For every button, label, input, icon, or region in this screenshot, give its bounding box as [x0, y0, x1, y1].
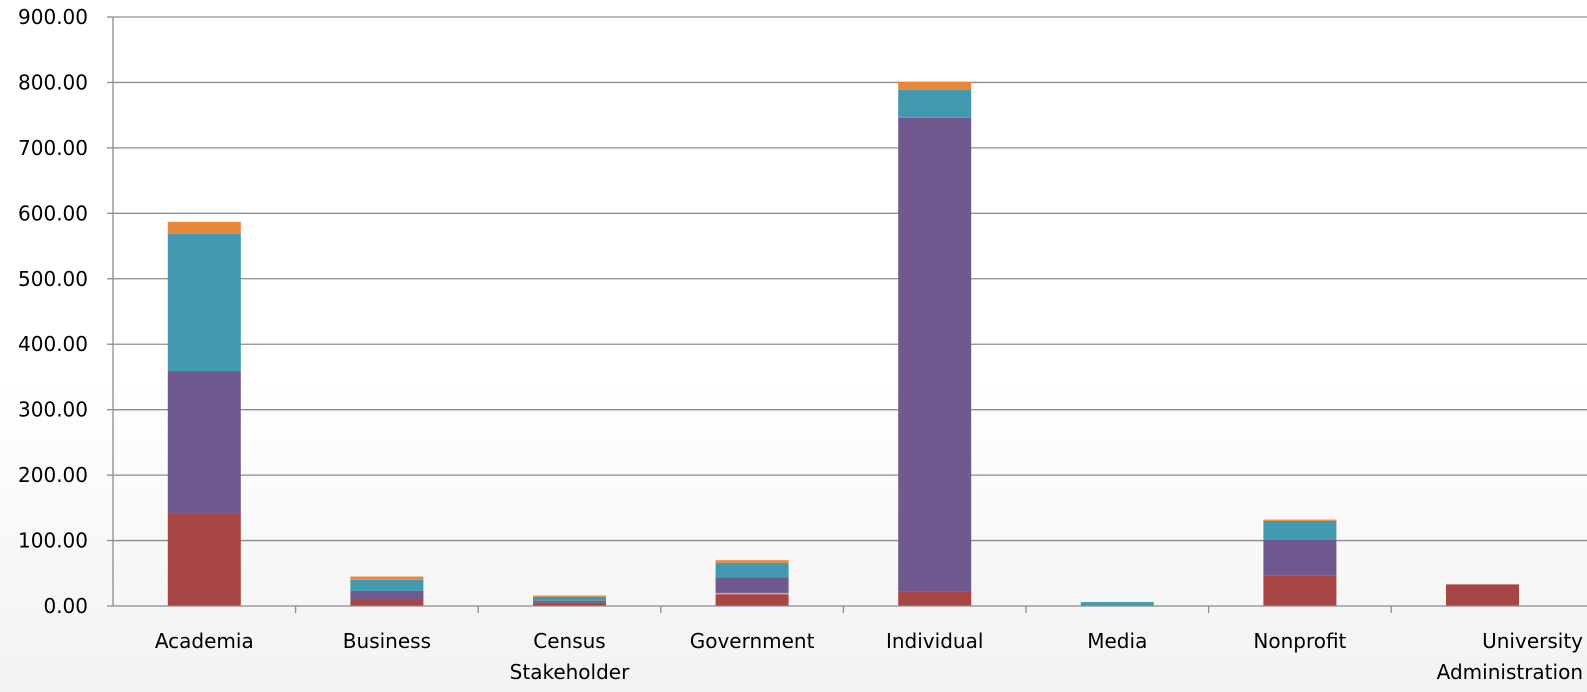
- bar-segment: [1263, 520, 1337, 540]
- bar-segment: [350, 590, 424, 600]
- bar-segment: [898, 117, 972, 592]
- bar-segment: [1263, 519, 1337, 521]
- bar-segment: [1080, 602, 1154, 606]
- x-category-label-line: Business: [343, 629, 431, 653]
- bar-segment: [898, 89, 972, 118]
- bar-segment: [533, 596, 606, 601]
- gridlines: [113, 16, 1587, 542]
- x-category-label: Media: [1087, 629, 1147, 653]
- bar-segment: [533, 595, 606, 597]
- x-category-labels: Academia Business Census Stakeholder Governm…: [155, 629, 1583, 684]
- x-category-label-line: Stakeholder: [510, 660, 630, 684]
- y-tick-label: 600.00: [18, 201, 88, 225]
- bar-segment: [898, 81, 972, 90]
- bar-segment: [1446, 584, 1519, 606]
- x-category-label-line: Academia: [155, 629, 254, 653]
- x-category-label-line: Nonprofit: [1253, 629, 1346, 653]
- x-category-label-line: Government: [690, 629, 815, 653]
- bar-segment: [1263, 575, 1337, 606]
- bar-segment: [350, 579, 424, 591]
- bar-segment: [533, 600, 606, 603]
- y-tick-label: 800.00: [18, 70, 88, 94]
- x-category-label-line: Individual: [886, 629, 983, 653]
- bar-segment: [167, 513, 241, 606]
- x-category-label: Nonprofit: [1253, 629, 1346, 653]
- bars: [167, 81, 1519, 606]
- bar-segment: [715, 560, 789, 563]
- x-category-label: Census Stakeholder: [510, 629, 630, 684]
- bar-segment: [898, 591, 972, 606]
- x-category-label-line: Media: [1087, 629, 1147, 653]
- y-tick-label: 300.00: [18, 398, 88, 422]
- x-category-label-line: Administration: [1437, 660, 1583, 684]
- x-category-label-line: Census: [533, 629, 605, 653]
- axes: [107, 16, 1587, 613]
- y-tick-label: 500.00: [18, 267, 88, 291]
- bar-segment: [167, 221, 241, 234]
- bar-segment: [350, 576, 424, 580]
- y-tick-label: 900.00: [18, 5, 88, 29]
- x-category-label: Individual: [886, 629, 983, 653]
- x-category-label: University Administration: [1437, 629, 1584, 684]
- bar-segment: [715, 594, 789, 606]
- y-tick-label: 200.00: [18, 463, 88, 487]
- bar-segment: [350, 599, 424, 606]
- y-tick-label: 100.00: [18, 529, 88, 553]
- y-tick-label: 700.00: [18, 136, 88, 160]
- y-tick-labels: 0.00 100.00 200.00 300.00 400.00 500.00 600.00…: [18, 5, 88, 618]
- bar-segment: [715, 562, 789, 578]
- bar-segment: [533, 602, 606, 606]
- x-category-label: Academia: [155, 629, 254, 653]
- bar-segment: [715, 592, 789, 595]
- bar-segment: [167, 233, 241, 372]
- y-tick-label: 400.00: [18, 332, 88, 356]
- x-category-label: Business: [343, 629, 431, 653]
- x-category-label: Government: [690, 629, 815, 653]
- x-category-label-line: University: [1482, 629, 1583, 653]
- bar-segment: [1263, 539, 1337, 576]
- bar-segment: [167, 371, 241, 514]
- y-tick-label: 0.00: [43, 594, 88, 618]
- bar-segment: [715, 577, 789, 593]
